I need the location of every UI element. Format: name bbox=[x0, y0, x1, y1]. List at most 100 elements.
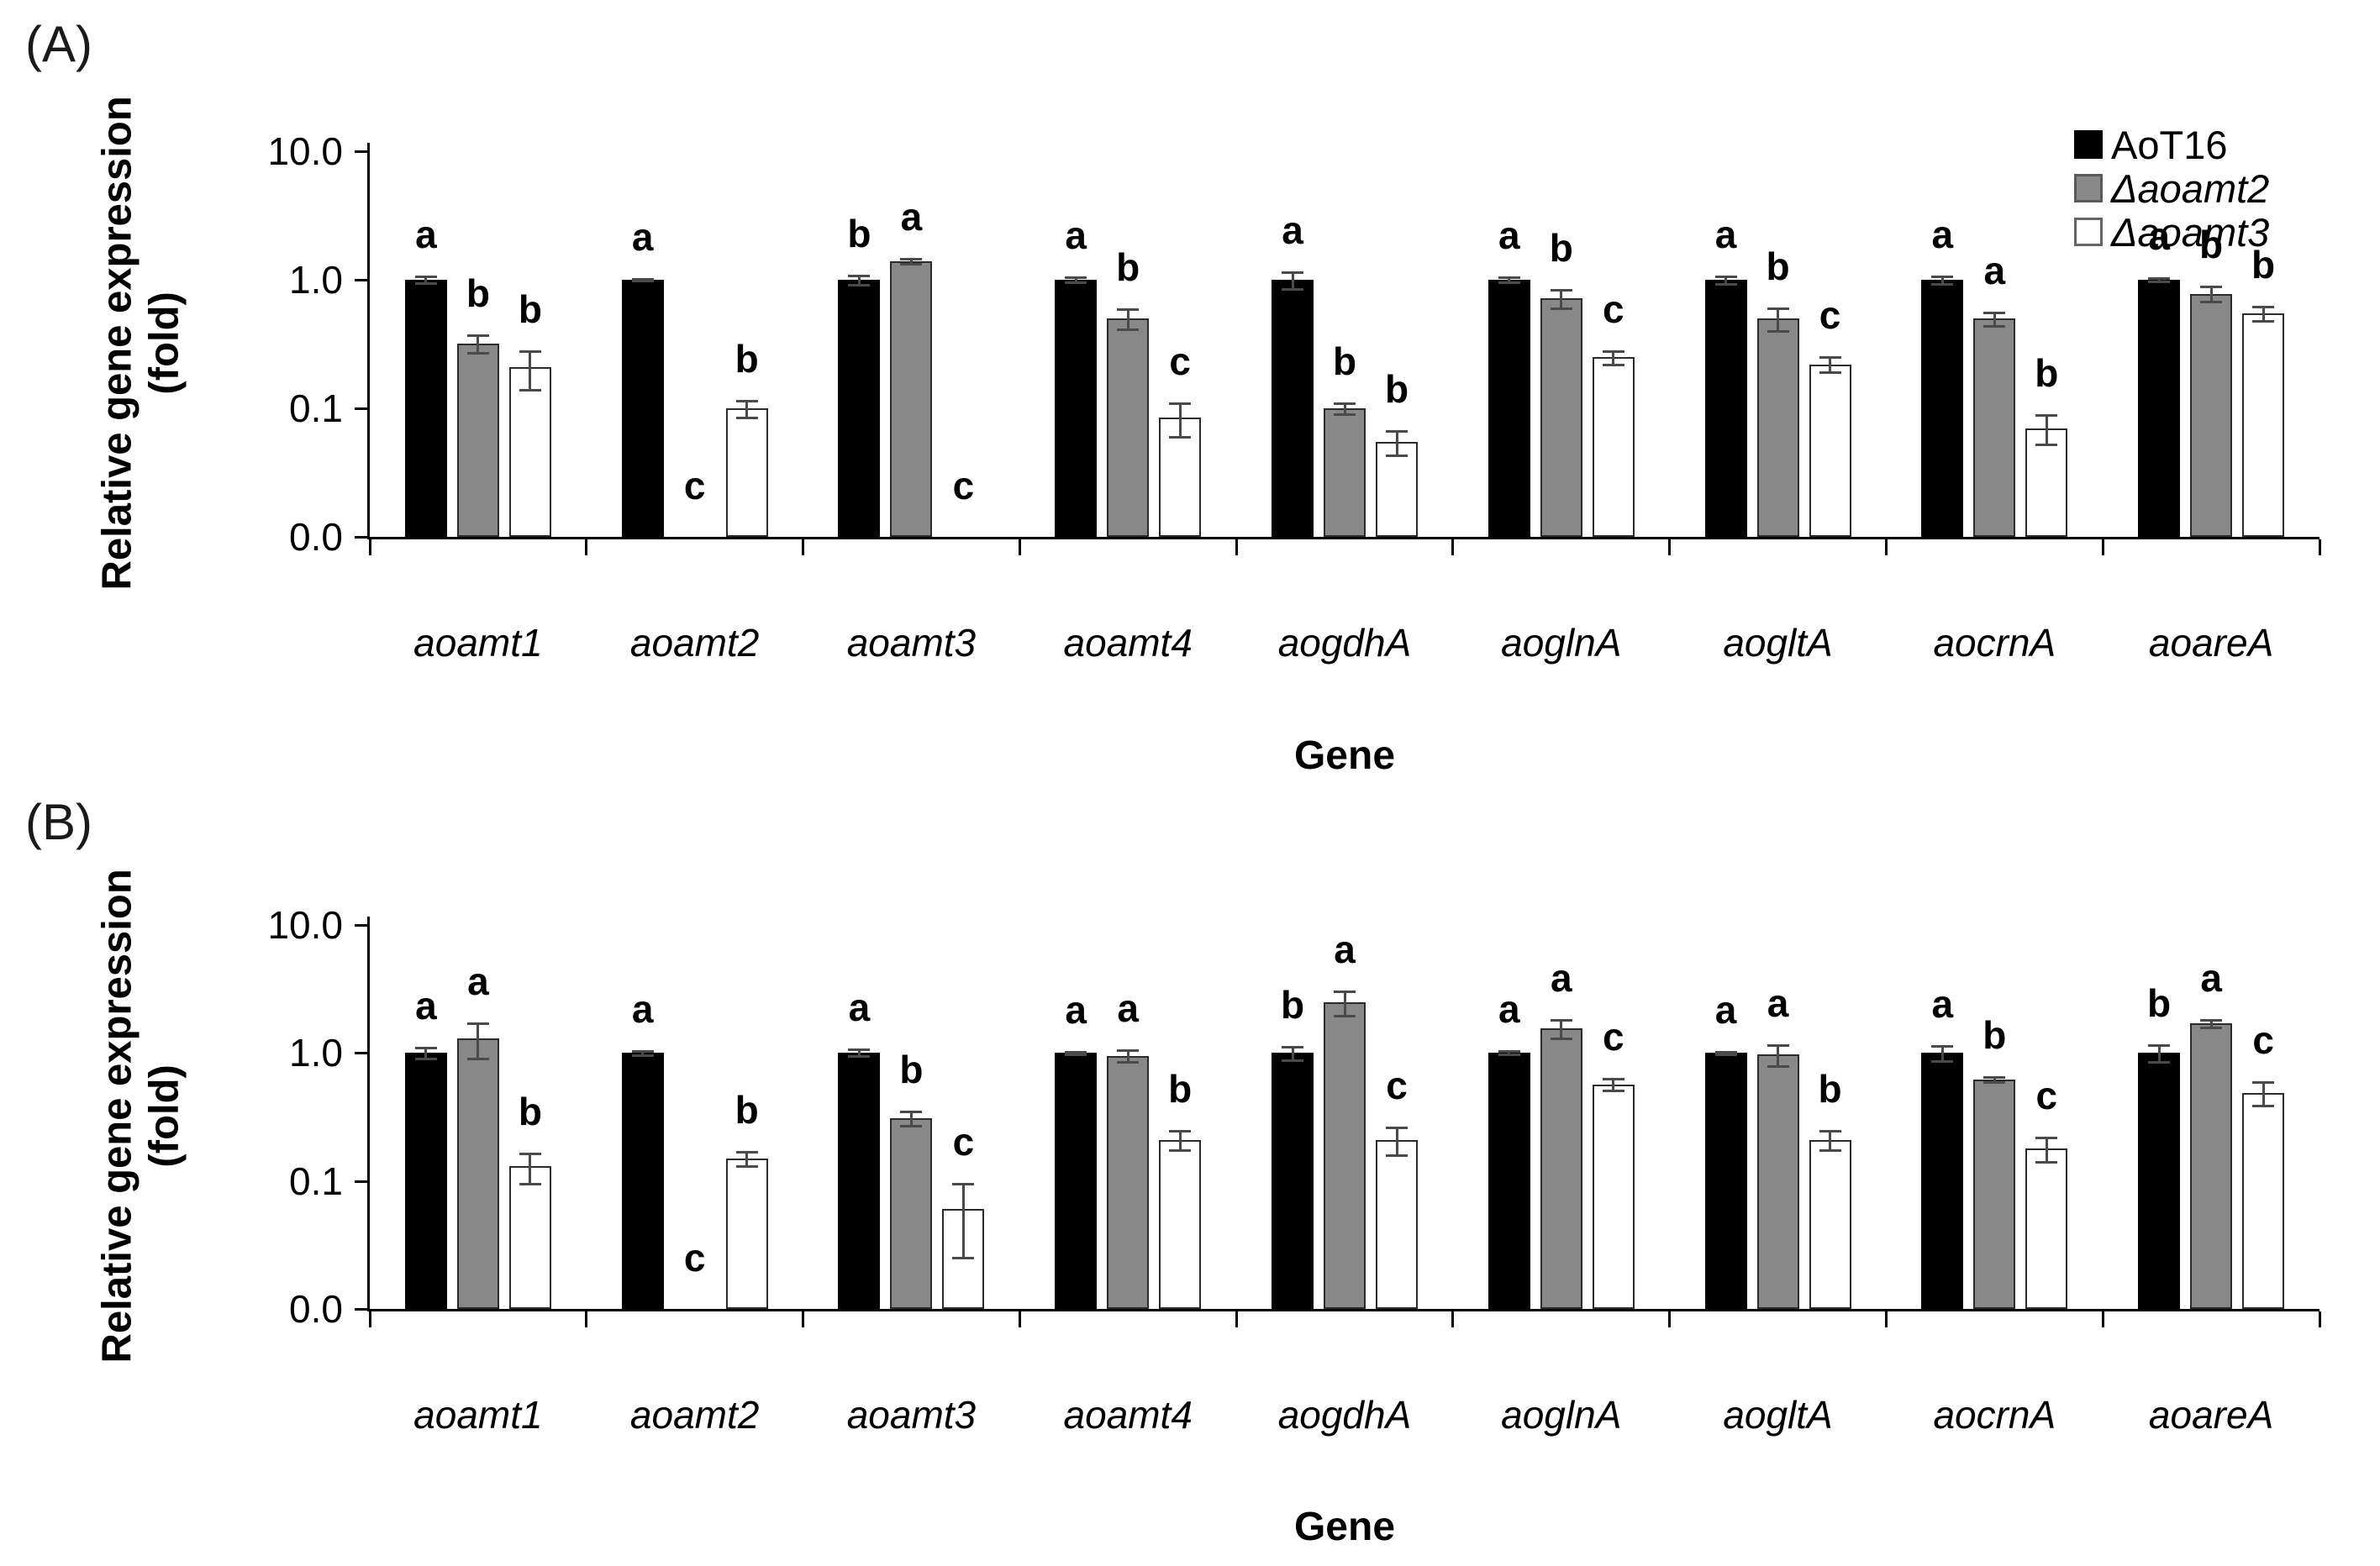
error-cap-top-a-daoamt3-aoareA bbox=[2252, 305, 2275, 308]
error-bar-a-daoamt3-aogltA bbox=[1829, 357, 1832, 373]
group-tick-b-9 bbox=[2318, 1311, 2321, 1327]
y-tick-label-b-10.0: 10.0 bbox=[267, 903, 343, 947]
error-bar-a-daoamt3-aocrnA bbox=[2045, 415, 2048, 445]
bar-a-daoamt3-aoamt1 bbox=[508, 366, 551, 537]
legend-swatch-icon bbox=[2074, 218, 2103, 246]
sig-letter-a-daoamt3-aoamt1: b bbox=[518, 286, 542, 331]
bar-a-aot16-aogdhA bbox=[1272, 280, 1314, 537]
y-tick-label-b-0.0: 0.0 bbox=[289, 1287, 343, 1331]
sig-letter-b-daoamt2-aoamt4: a bbox=[1117, 986, 1140, 1031]
panel-b-label: (B) bbox=[25, 794, 92, 850]
error-cap-bottom-a-aot16-aogdhA bbox=[1282, 287, 1303, 291]
error-cap-bottom-a-aot16-aoareA bbox=[2148, 281, 2171, 284]
sig-letter-b-daoamt3-aogdhA: c bbox=[1386, 1064, 1408, 1108]
error-cap-top-b-daoamt3-aoamt2 bbox=[735, 1150, 758, 1153]
error-cap-bottom-b-daoamt3-aoamt3 bbox=[952, 1257, 975, 1260]
sig-letter-a-daoamt2-aogltA: b bbox=[1766, 244, 1790, 288]
sig-letter-a-daoamt3-aogdhA: b bbox=[1384, 366, 1409, 411]
error-bar-b-aot16-aocrnA bbox=[1940, 1046, 1944, 1061]
error-bar-b-aot16-aoamt1 bbox=[424, 1048, 428, 1059]
error-cap-top-b-daoamt3-aogdhA bbox=[1386, 1127, 1408, 1130]
y-axis-title-a-line1: Relative gene expression bbox=[94, 96, 140, 591]
error-bar-b-daoamt3-aoamt2 bbox=[745, 1151, 749, 1167]
x-category-label-b-aoareA: aoareA bbox=[2148, 1393, 2274, 1437]
error-cap-bottom-a-daoamt3-aocrnA bbox=[2035, 444, 2058, 447]
sig-letter-b-daoamt3-aoamt1: b bbox=[518, 1089, 542, 1133]
error-bar-a-aot16-aoamt1 bbox=[424, 276, 428, 284]
error-cap-bottom-b-aot16-aoamt3 bbox=[848, 1055, 871, 1059]
error-bar-a-daoamt3-aoglnA bbox=[1612, 350, 1615, 365]
group-tick-b-3 bbox=[1018, 1311, 1021, 1327]
x-category-label-a-aoamt1: aoamt1 bbox=[413, 621, 543, 665]
error-cap-bottom-a-daoamt3-aoglnA bbox=[1602, 363, 1624, 366]
error-bar-a-daoamt2-aoglnA bbox=[1560, 289, 1563, 308]
sig-letter-b-daoamt2-aoamt2: c bbox=[683, 1236, 706, 1280]
error-bar-a-daoamt3-aoareA bbox=[2262, 306, 2265, 321]
error-cap-bottom-a-aot16-aogltA bbox=[1714, 282, 1737, 286]
sig-letter-b-daoamt3-aocrnA: c bbox=[2035, 1073, 2058, 1117]
bar-b-aot16-aoglnA bbox=[1488, 1053, 1530, 1309]
error-cap-top-b-aot16-aoamt4 bbox=[1065, 1051, 1087, 1054]
sig-letter-b-aot16-aoamt2: a bbox=[631, 986, 654, 1031]
error-cap-top-b-daoamt3-aoamt1 bbox=[519, 1152, 541, 1155]
error-bar-a-daoamt2-aoamt3 bbox=[909, 258, 913, 264]
error-cap-bottom-b-aot16-aoareA bbox=[2148, 1061, 2171, 1064]
sig-letter-a-aot16-aoamt1: a bbox=[415, 213, 437, 257]
error-cap-top-b-daoamt3-aoamt3 bbox=[952, 1183, 975, 1186]
bar-a-daoamt3-aoglnA bbox=[1592, 357, 1635, 537]
sig-letter-b-aot16-aogdhA: b bbox=[1280, 982, 1305, 1027]
error-cap-bottom-a-daoamt2-aoglnA bbox=[1550, 307, 1572, 310]
sig-letter-a-daoamt3-aoglnA: c bbox=[1602, 286, 1624, 331]
error-cap-top-b-daoamt2-aocrnA bbox=[1983, 1075, 2006, 1079]
sig-letter-b-daoamt3-aoamt3: c bbox=[952, 1120, 975, 1164]
error-cap-bottom-b-aot16-aoamt1 bbox=[414, 1058, 437, 1061]
error-cap-bottom-a-aot16-aoamt3 bbox=[848, 283, 871, 286]
y-tick-b-1.0 bbox=[355, 1052, 367, 1055]
error-cap-bottom-b-daoamt2-aoareA bbox=[2200, 1027, 2223, 1030]
sig-letter-a-daoamt2-aogdhA: b bbox=[1332, 339, 1357, 383]
group-tick-b-6 bbox=[1668, 1311, 1672, 1327]
bar-b-daoamt3-aoareA bbox=[2242, 1092, 2285, 1309]
group-tick-a-5 bbox=[1451, 539, 1455, 555]
error-bar-a-aot16-aoamt3 bbox=[857, 275, 861, 285]
legend-swatch-icon bbox=[2074, 130, 2103, 159]
error-cap-top-a-aot16-aoareA bbox=[2148, 277, 2171, 281]
error-bar-a-daoamt2-aogltA bbox=[1777, 307, 1780, 331]
error-bar-b-aot16-aoamt3 bbox=[857, 1049, 861, 1057]
bar-b-daoamt3-aoamt4 bbox=[1159, 1139, 1202, 1309]
bar-a-daoamt3-aogdhA bbox=[1376, 441, 1418, 537]
bar-a-daoamt2-aoamt4 bbox=[1107, 318, 1150, 537]
bar-a-aot16-aoamt4 bbox=[1055, 280, 1098, 537]
y-tick-a-10.0 bbox=[355, 150, 367, 153]
error-cap-bottom-a-daoamt3-aoamt1 bbox=[519, 388, 541, 392]
sig-letter-b-aot16-aoareA: b bbox=[2147, 981, 2172, 1026]
legend-swatch-icon bbox=[2074, 174, 2103, 202]
error-cap-top-b-daoamt2-aoareA bbox=[2200, 1018, 2223, 1022]
sig-letter-b-aot16-aoamt4: a bbox=[1065, 988, 1087, 1033]
error-bar-b-daoamt3-aogdhA bbox=[1395, 1127, 1398, 1155]
bar-b-daoamt2-aocrnA bbox=[1973, 1079, 2016, 1309]
sig-letter-a-aot16-aogltA: a bbox=[1714, 212, 1737, 256]
sig-letter-b-aot16-aogltA: a bbox=[1714, 988, 1737, 1033]
error-cap-bottom-a-daoamt2-aogdhA bbox=[1334, 413, 1356, 416]
error-bar-a-daoamt2-aoareA bbox=[2209, 286, 2213, 302]
bar-b-daoamt2-aoamt1 bbox=[456, 1038, 499, 1309]
error-cap-top-a-daoamt2-aoamt1 bbox=[466, 334, 489, 338]
bar-a-aot16-aoamt3 bbox=[838, 280, 881, 537]
bar-a-daoamt2-aoamt3 bbox=[890, 260, 933, 537]
error-cap-top-a-daoamt3-aogltA bbox=[1819, 356, 1841, 360]
x-category-label-b-aocrnA: aocrnA bbox=[1933, 1393, 2056, 1437]
bar-a-daoamt2-aogltA bbox=[1756, 318, 1799, 537]
bar-a-daoamt3-aoamt2 bbox=[725, 408, 768, 537]
bar-a-aot16-aoareA bbox=[2138, 280, 2181, 537]
error-cap-top-a-aot16-aoamt1 bbox=[414, 276, 437, 279]
error-cap-top-a-daoamt3-aoamt1 bbox=[519, 349, 541, 353]
sig-letter-b-daoamt3-aoamt4: b bbox=[1168, 1067, 1193, 1111]
error-cap-top-a-daoamt2-aoglnA bbox=[1550, 288, 1572, 292]
error-cap-bottom-b-daoamt2-aogltA bbox=[1767, 1064, 1789, 1068]
error-cap-top-b-daoamt2-aoamt1 bbox=[466, 1022, 489, 1026]
error-cap-bottom-b-daoamt2-aoamt1 bbox=[466, 1058, 489, 1061]
error-cap-top-a-daoamt2-aogltA bbox=[1767, 307, 1789, 310]
error-bar-b-daoamt3-aoareA bbox=[2262, 1082, 2265, 1106]
y-axis-title-b-line1: Relative gene expression bbox=[94, 869, 140, 1364]
